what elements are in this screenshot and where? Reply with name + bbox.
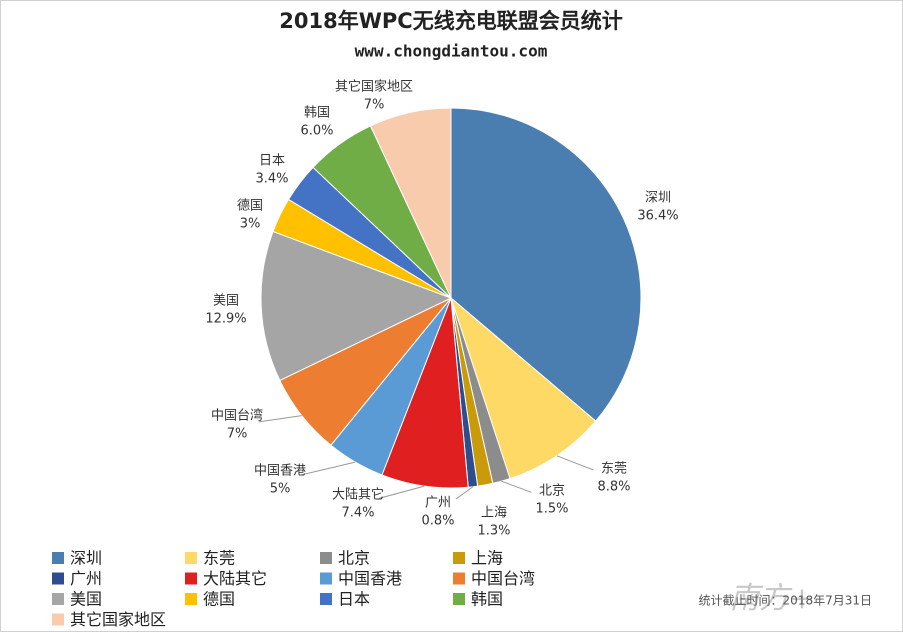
legend-label: 日本 — [338, 590, 370, 609]
slice-label: 东莞 — [601, 462, 627, 477]
leader-line — [455, 486, 474, 500]
value-label: 36.4% — [637, 209, 678, 224]
leader-line — [301, 461, 356, 476]
legend-swatch — [453, 552, 465, 564]
leader-line — [379, 485, 425, 499]
chart-subtitle: www.chongdiantou.com — [355, 42, 548, 61]
legend-label: 韩国 — [471, 590, 503, 609]
legend-label: 中国台湾 — [471, 569, 535, 588]
legend-swatch — [320, 593, 332, 605]
legend-swatch — [52, 552, 64, 564]
value-label: 0.8% — [421, 514, 454, 529]
watermark: 南方+ — [729, 581, 814, 616]
legend-swatch — [52, 593, 64, 605]
legend-swatch — [453, 572, 465, 585]
slice-label: 德国 — [237, 199, 263, 214]
slice-label: 广州 — [425, 496, 451, 511]
legend-label: 东莞 — [203, 549, 235, 568]
value-label: 8.8% — [597, 480, 630, 495]
legend-swatch — [320, 552, 332, 564]
slice-label: 中国香港 — [254, 464, 306, 479]
legend-label: 深圳 — [70, 549, 102, 568]
slice-label: 上海 — [481, 506, 507, 521]
footnote: 统计截止时间：2018年7月31日 — [699, 594, 872, 608]
legend-swatch — [185, 572, 197, 585]
legend-label: 广州 — [70, 569, 102, 588]
chart-title: 2018年WPC无线充电联盟会员统计 — [279, 9, 622, 33]
legend-label: 德国 — [203, 590, 235, 609]
legend-label: 美国 — [70, 590, 102, 609]
value-label: 7% — [227, 427, 248, 442]
legend-label: 大陆其它 — [203, 569, 267, 588]
slice-label: 美国 — [213, 294, 239, 309]
legend-label: 北京 — [338, 549, 370, 568]
slice-label: 韩国 — [304, 106, 330, 121]
legend-swatch — [52, 613, 64, 626]
slice-label: 其它国家地区 — [335, 79, 413, 95]
legend-label: 其它国家地区 — [70, 610, 166, 629]
value-label: 1.5% — [535, 502, 568, 517]
slice-label: 大陆其它 — [332, 487, 384, 503]
leader-line — [258, 415, 302, 423]
slice-label: 中国台湾 — [211, 408, 263, 424]
legend-swatch — [320, 572, 332, 585]
slice-label: 深圳 — [645, 191, 671, 206]
pie-slice — [369, 107, 452, 299]
slice-label: 日本 — [259, 154, 285, 169]
value-label: 5% — [270, 482, 291, 497]
value-label: 7.4% — [341, 506, 374, 521]
legend-swatch — [185, 552, 197, 564]
value-label: 3% — [240, 217, 261, 232]
legend-swatch — [52, 572, 64, 585]
legend-label: 上海 — [471, 549, 503, 568]
legend-swatch — [185, 593, 197, 605]
value-label: 1.3% — [477, 524, 510, 539]
pie-slice — [260, 230, 453, 382]
leader-line — [501, 480, 532, 493]
leader-line — [556, 455, 594, 471]
value-label: 7% — [364, 98, 385, 113]
value-label: 6.0% — [300, 124, 333, 139]
legend-swatch — [453, 593, 465, 605]
slice-label: 北京 — [539, 484, 565, 499]
value-label: 12.9% — [205, 312, 246, 327]
legend-label: 中国香港 — [338, 569, 402, 588]
value-label: 3.4% — [255, 172, 288, 187]
pie-slice — [450, 107, 642, 422]
